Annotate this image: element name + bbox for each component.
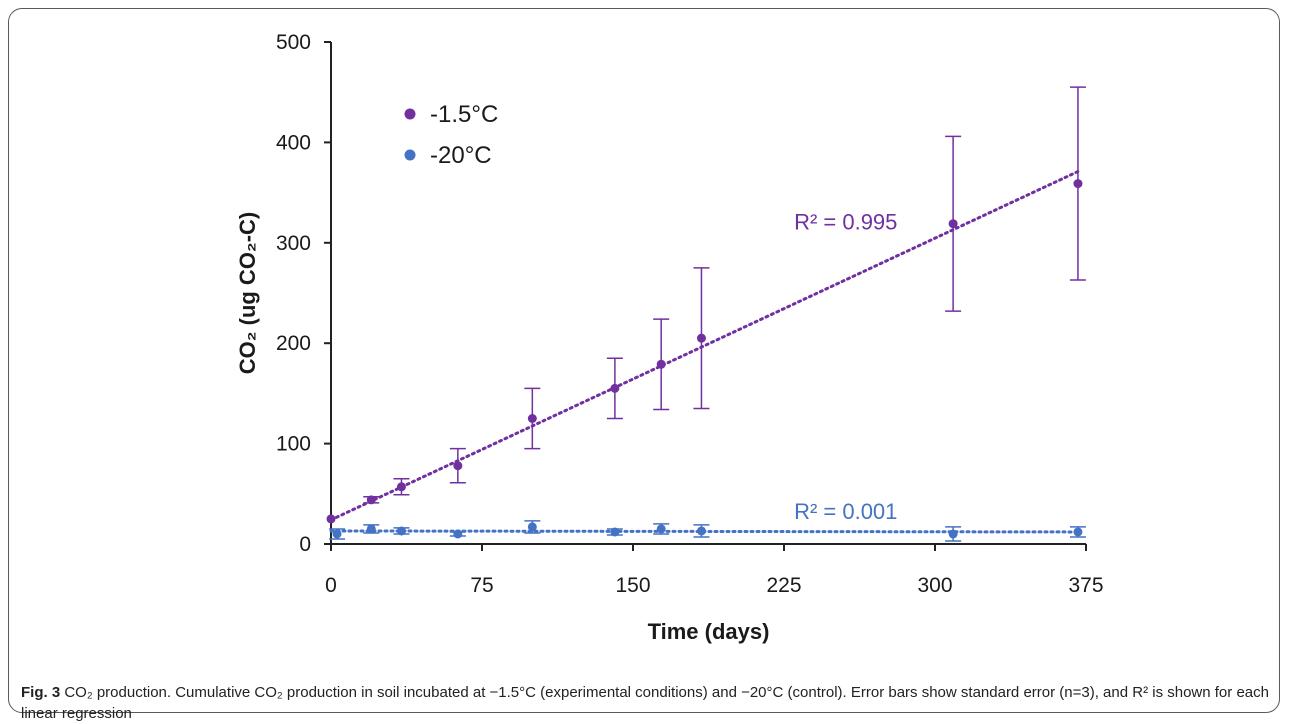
x-tick-label: 225 (766, 574, 801, 597)
figure-caption: Fig. 3 CO₂ production. Cumulative CO₂ pr… (21, 682, 1271, 724)
x-tick-label: 375 (1068, 574, 1103, 597)
trend-line (329, 170, 1080, 522)
y-tick-label: 0 (299, 533, 311, 556)
y-tick-label: 100 (276, 433, 311, 456)
y-tick-label: 500 (276, 31, 311, 54)
x-axis-title: Time (days) (648, 619, 770, 644)
data-point (948, 219, 958, 229)
data-point (366, 495, 376, 505)
data-point (527, 414, 537, 423)
x-tick-label: 300 (917, 574, 952, 597)
legend-label: -1.5°C (430, 101, 498, 128)
data-point (610, 383, 620, 393)
x-tick-label: 75 (470, 574, 493, 597)
x-tick-label: 150 (615, 574, 650, 597)
data-point (696, 333, 706, 343)
y-tick-label: 200 (276, 332, 311, 355)
data-point (396, 482, 406, 492)
legend-marker (404, 108, 416, 120)
data-point (527, 522, 537, 532)
data-point (453, 461, 463, 471)
series-0: R² = 0.995 -1.5°C (326, 86, 1086, 524)
figure-frame: 0 100 200 300 400 500 0 75 150 225 300 375 Time (day… (8, 8, 1280, 722)
y-axis-title: CO₂ (ug CO₂-C) (235, 212, 260, 375)
r-squared-label: R² = 0.995 (794, 210, 897, 235)
data-point (1073, 527, 1083, 537)
co2-production-chart: 0 100 200 300 400 500 0 75 150 225 300 375 Time (day… (235, 31, 1104, 644)
data-point (696, 526, 706, 536)
series-1: R² = 0.001 -20°C (329, 142, 1086, 542)
data-point (453, 529, 463, 539)
y-tick-label: 300 (276, 232, 311, 255)
r-squared-label: R² = 0.001 (794, 499, 897, 524)
data-point (656, 524, 666, 534)
data-point (610, 527, 620, 537)
x-tick-label: 0 (325, 574, 337, 597)
data-point (1073, 179, 1083, 189)
y-tick-label: 400 (276, 131, 311, 154)
legend-label: -20°C (430, 142, 492, 169)
figure-label: Fig. 3 (21, 684, 61, 701)
data-point (948, 529, 958, 539)
legend-marker (404, 149, 416, 161)
data-point (366, 524, 376, 534)
caption-text: CO₂ production. Cumulative CO₂ productio… (21, 684, 1269, 722)
data-point (332, 529, 342, 539)
data-point (656, 359, 666, 369)
data-point (396, 526, 406, 536)
data-point (326, 514, 336, 524)
